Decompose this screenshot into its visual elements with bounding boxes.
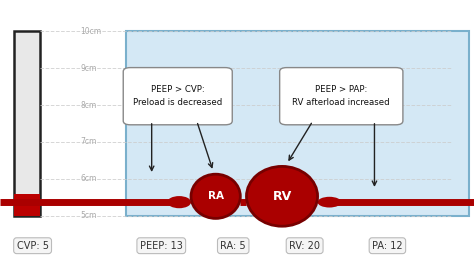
Text: PA: 12: PA: 12 <box>372 241 403 251</box>
Ellipse shape <box>191 174 240 218</box>
Text: 7cm: 7cm <box>81 138 97 146</box>
Text: CVP: 5: CVP: 5 <box>17 241 49 251</box>
Text: RV: 20: RV: 20 <box>289 241 320 251</box>
Text: 5cm: 5cm <box>81 211 97 220</box>
FancyBboxPatch shape <box>280 68 403 125</box>
Text: PEEP > PAP:
RV afterload increased: PEEP > PAP: RV afterload increased <box>292 86 390 107</box>
Bar <box>14 194 40 216</box>
Text: RV: RV <box>273 190 292 203</box>
Text: 8cm: 8cm <box>81 101 97 109</box>
Text: 6cm: 6cm <box>81 174 97 183</box>
Ellipse shape <box>246 166 318 226</box>
Text: PEEP > CVP:
Preload is decreased: PEEP > CVP: Preload is decreased <box>133 86 222 107</box>
Ellipse shape <box>167 196 191 208</box>
Text: 10cm: 10cm <box>81 27 102 36</box>
Ellipse shape <box>318 197 341 207</box>
FancyBboxPatch shape <box>123 68 232 125</box>
Text: RA: RA <box>208 191 224 201</box>
Bar <box>126 31 469 216</box>
Text: RA: 5: RA: 5 <box>220 241 246 251</box>
Text: PEEP: 13: PEEP: 13 <box>140 241 182 251</box>
Text: 9cm: 9cm <box>81 64 97 73</box>
Bar <box>14 31 40 216</box>
